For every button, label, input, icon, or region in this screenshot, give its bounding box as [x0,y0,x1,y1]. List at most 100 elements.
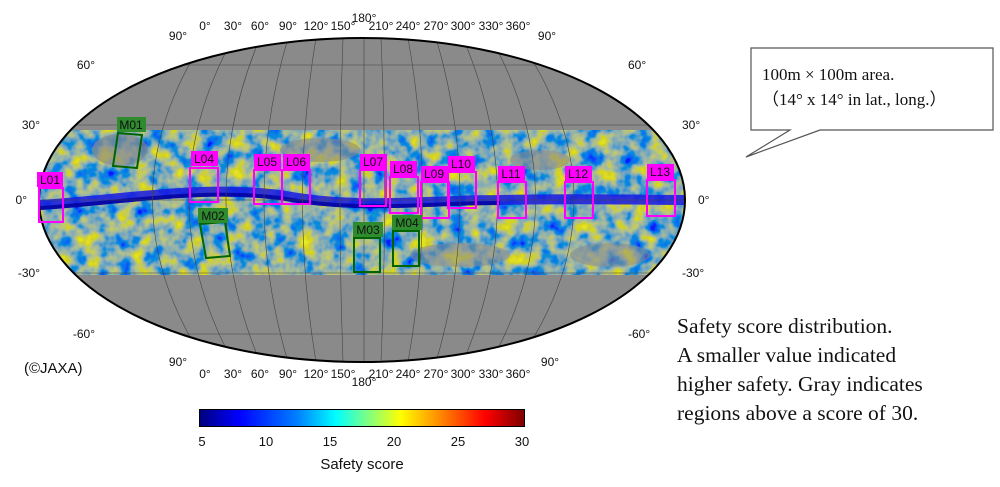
lon-label: 90° [279,19,297,33]
site-L08[interactable]: L08 [389,161,419,214]
lat-label: 30° [22,118,40,132]
lon-label: 60° [251,19,269,33]
site-label: L01 [40,173,60,187]
site-label: L04 [194,152,214,166]
lon-label: 0° [199,19,211,33]
lat-label: -60° [73,327,95,341]
site-L12[interactable]: L12 [564,166,594,219]
site-L13[interactable]: L13 [646,164,676,217]
site-L04[interactable]: L04 [189,151,219,203]
lat-label: -30° [682,266,704,280]
site-label: M04 [395,216,419,230]
lon-label: 210° [369,19,394,33]
colorbar-tick: 10 [258,434,274,449]
site-L11[interactable]: L11 [497,166,527,219]
lon-label: 150° [331,367,356,381]
lon-label: 300° [451,367,476,381]
site-L09[interactable]: L09 [420,166,450,219]
lat-label: 30° [682,118,700,132]
site-label: L13 [650,165,670,179]
lon-label: 270° [424,19,449,33]
lat-label: -30° [18,266,40,280]
caption: Safety score distribution. A smaller val… [677,312,997,428]
lat-label: 60° [77,58,95,72]
caption-line: regions above a score of 30. [677,401,919,425]
colorbar-title: Safety score [320,456,404,473]
lon-label: 120° [304,19,329,33]
site-label: L10 [451,157,471,171]
lon-label: 270° [424,367,449,381]
lat-label: 0° [698,193,710,207]
lat-label: 0° [16,193,28,207]
corner-label: 90° [169,355,187,369]
color-bar [199,409,525,427]
site-M02[interactable]: M02 [198,208,232,260]
gray-patch [92,134,148,166]
lon-label: 180° [352,375,377,389]
lon-label: 150° [331,19,356,33]
lon-label: 300° [451,19,476,33]
lat-label: -60° [628,327,650,341]
credit-text: (©JAXA) [24,360,83,377]
site-label: L05 [257,155,277,169]
gray-patch [410,243,510,267]
site-label: L07 [363,155,383,169]
site-label: L12 [568,167,588,181]
site-label: L09 [424,167,444,181]
gray-patch [510,150,570,170]
lon-label: 330° [479,367,504,381]
site-M03[interactable]: M03 [353,222,383,273]
lon-label: 0° [199,367,211,381]
colorbar-tick: 20 [386,434,402,449]
callout-text: 100m × 100m area. （14° x 14° in lat., lo… [762,62,1000,112]
lon-label: 60° [251,367,269,381]
lat-label: 60° [628,58,646,72]
lon-label: 360° [506,367,531,381]
site-M04[interactable]: M04 [392,215,422,267]
site-label: L11 [501,167,520,181]
lon-label: 330° [479,19,504,33]
site-L06[interactable]: L06 [281,154,311,205]
site-label: M02 [201,209,225,223]
top-longitude-labels: 0° 30° 60° 90° 120° 150° 180° 210° 240° … [199,11,530,33]
corner-label: 90° [538,29,556,43]
gray-patch [570,243,650,267]
colorbar-tick: 25 [450,434,466,449]
colorbar-tick: 15 [322,434,338,449]
site-L07[interactable]: L07 [359,154,387,207]
green-landing-sites: M01 M02 M03 M04 [111,117,422,273]
lon-label: 240° [396,19,421,33]
corner-label: 90° [169,29,187,43]
site-label: M01 [119,118,143,132]
left-latitude-labels: 60° 30° 0° -30° -60° [16,58,96,341]
caption-line: higher safety. Gray indicates [677,372,923,396]
right-latitude-labels: 60° 30° 0° -30° -60° [628,58,710,341]
caption-line: A smaller value indicated [677,343,897,367]
lon-label: 90° [279,367,297,381]
lon-label: 120° [304,367,329,381]
lon-label: 240° [396,367,421,381]
site-L10[interactable]: L10 [447,156,477,209]
site-L01[interactable]: L01 [37,172,64,223]
lon-label: 210° [369,367,394,381]
very-low-score-stripe [39,192,501,210]
colorbar-tick: 5 [198,434,206,449]
bottom-longitude-labels: 0° 30° 60° 90° 120° 150° 180° 210° 240° … [199,367,530,389]
site-label: L08 [393,162,413,176]
lon-label: 30° [224,367,242,381]
site-M01[interactable]: M01 [111,117,146,170]
corner-label: 90° [541,355,559,369]
callout-balloon [745,47,994,158]
site-label: L06 [286,155,306,169]
caption-line: Safety score distribution. [677,314,893,338]
map-body [38,37,686,363]
lon-label: 180° [352,11,377,25]
lon-label: 30° [224,19,242,33]
colorbar-tick: 30 [514,434,530,449]
lon-label: 360° [506,19,531,33]
site-label: M03 [356,223,380,237]
callout-line: 100m × 100m area. [762,65,895,84]
magenta-landing-sites: L01 L04 L05 L06 L07 L08 [37,151,676,223]
callout-line: （14° x 14° in lat., long.） [762,90,947,109]
